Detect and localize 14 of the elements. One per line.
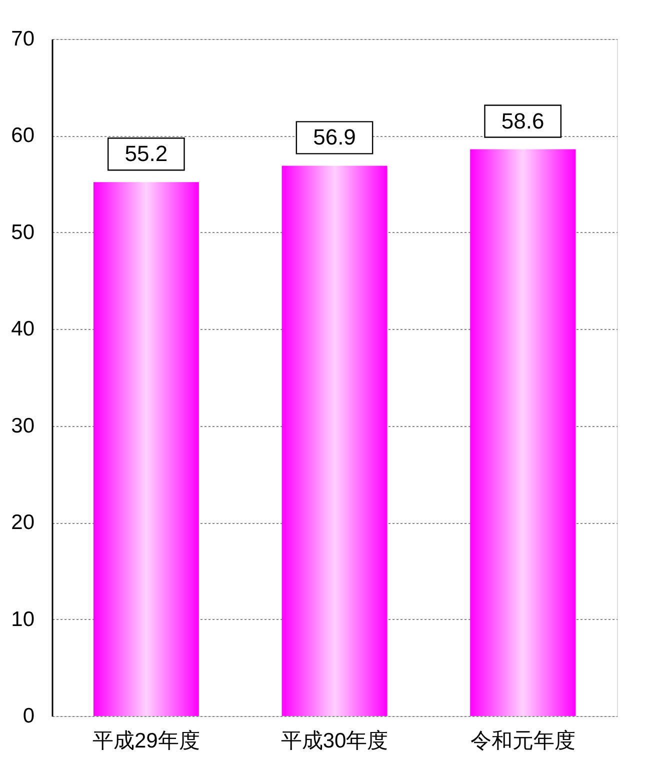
y-tick-label: 10	[11, 608, 34, 631]
data-label: 58.6	[501, 108, 544, 134]
data-label: 56.9	[313, 124, 356, 150]
y-tick-label: 70	[11, 28, 34, 50]
y-tick-label: 30	[11, 414, 34, 438]
y-tick-label: 50	[11, 220, 34, 244]
y-tick-label: 60	[11, 124, 34, 148]
x-tick-label: 平成29年度	[92, 730, 200, 752]
y-tick-label: 40	[11, 318, 34, 341]
y-tick-label: 20	[11, 511, 34, 534]
x-tick-label: 令和元年度	[470, 730, 576, 752]
y-tick-label: 0	[22, 704, 34, 728]
x-tick-label: 平成30年度	[280, 730, 388, 752]
data-label: 55.2	[124, 141, 168, 166]
